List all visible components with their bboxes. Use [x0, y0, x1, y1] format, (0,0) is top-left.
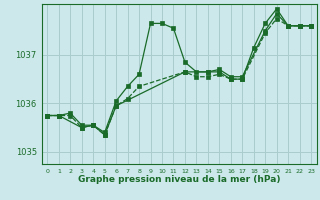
X-axis label: Graphe pression niveau de la mer (hPa): Graphe pression niveau de la mer (hPa) — [78, 175, 280, 184]
